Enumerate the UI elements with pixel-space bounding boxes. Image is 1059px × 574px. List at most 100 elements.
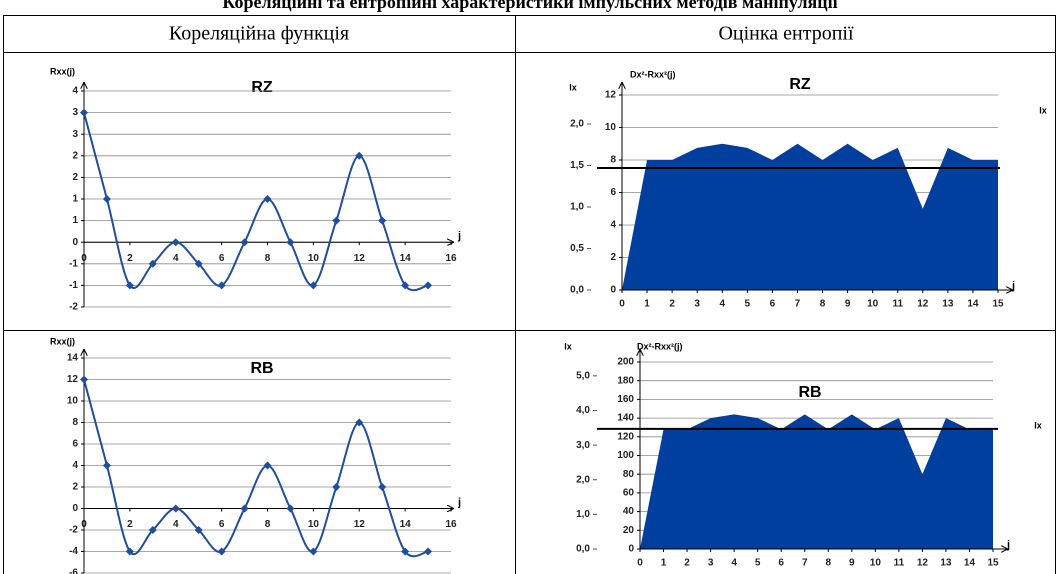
table-header: Оцінка ентропії (718, 23, 854, 45)
x-tick-label: 14 (967, 299, 979, 310)
chart: RZDx²-Rxx²(j)024681012Ix0,00,51,01,52,00… (569, 69, 1047, 309)
marker (194, 526, 203, 534)
x-axis-label: j (457, 496, 461, 508)
x-tick-label: 10 (308, 519, 320, 530)
x-tick-label: 8 (265, 253, 271, 264)
marker (171, 238, 180, 247)
y-tick-label: 180 (617, 375, 634, 386)
y2-tick-label: 5,0 (576, 370, 590, 381)
marker (240, 238, 249, 247)
chart-title: RB (250, 360, 273, 377)
x-tick-label: 12 (354, 253, 366, 264)
y-tick-label: 8 (72, 417, 78, 428)
y-tick-label: 80 (623, 469, 635, 480)
chart-title: RB (798, 384, 821, 401)
x-tick-label: 10 (870, 558, 882, 569)
y-tick-label: 1 (72, 194, 78, 205)
x-tick-label: 2 (127, 253, 133, 264)
y-tick-label: 2 (72, 172, 78, 183)
x-axis-label: j (1011, 280, 1015, 292)
x-tick-label: 2 (127, 519, 133, 530)
y-tick-label: 2 (72, 150, 78, 161)
marker (424, 547, 433, 556)
marker (194, 259, 203, 268)
y-tick-label: 120 (617, 431, 634, 442)
marker (217, 281, 226, 290)
y-tick-label: -1 (69, 258, 78, 269)
x-tick-label: 4 (731, 558, 737, 569)
marker (80, 375, 88, 384)
marker (378, 216, 387, 225)
table-header: Кореляційна функція (169, 23, 349, 45)
y-tick-label: 1 (72, 215, 78, 226)
x-tick-label: 16 (445, 253, 457, 264)
y2-tick-label: 3,0 (576, 440, 590, 451)
marker (102, 195, 111, 203)
x-tick-label: 14 (400, 519, 412, 530)
chart-title: RZ (789, 76, 811, 93)
x-tick-label: 8 (265, 519, 271, 530)
y-tick-label: 0 (72, 237, 78, 248)
y-axis-label: Rxx(j) (50, 336, 75, 346)
marker (148, 526, 157, 534)
x-tick-label: 4 (173, 519, 179, 530)
x-tick-label: 6 (778, 558, 784, 569)
table-borders (3, 15, 1056, 574)
y-tick-label: 140 (617, 413, 634, 424)
y-tick-label: 10 (67, 396, 79, 407)
marker (332, 216, 341, 225)
x-tick-label: 0 (637, 558, 643, 569)
x-tick-label: 8 (820, 299, 826, 310)
y-tick-label: 4 (72, 86, 78, 97)
x-tick-label: 5 (755, 558, 761, 569)
x-tick-label: 8 (825, 558, 831, 569)
x-tick-label: 3 (694, 299, 700, 310)
x-tick-label: 9 (845, 299, 851, 310)
marker (125, 281, 134, 290)
x-axis-label: j (457, 230, 461, 242)
y-tick-label: 14 (67, 353, 79, 364)
y2-tick-label: 2,0 (570, 119, 584, 130)
y2-tick-label: 1,0 (576, 509, 590, 520)
x-tick-label: 7 (802, 558, 808, 569)
y-tick-label: 0 (610, 285, 616, 296)
marker (240, 504, 249, 513)
y-tick-label: 12 (67, 374, 79, 385)
x-tick-label: 2 (669, 299, 675, 310)
x-tick-label: 7 (795, 299, 801, 310)
y-tick-label: 20 (623, 525, 635, 536)
y-tick-label: 40 (623, 506, 635, 517)
y-tick-label: -2 (69, 302, 78, 313)
y-tick-label: -6 (69, 568, 78, 574)
y-tick-label: 2 (610, 252, 616, 263)
chart-title: RZ (251, 79, 273, 96)
marker (401, 547, 410, 556)
x-tick-label: 6 (219, 519, 225, 530)
marker (217, 547, 226, 556)
area (640, 414, 993, 549)
y2-axis-label: Ix (564, 341, 572, 351)
marker (309, 547, 318, 556)
marker (286, 238, 295, 247)
reference-label: Ix (1034, 420, 1042, 430)
x-tick-label: 1 (661, 558, 667, 569)
x-tick-label: 6 (770, 299, 776, 310)
x-tick-label: 1 (644, 299, 650, 310)
marker (355, 151, 364, 160)
y2-tick-label: 2,0 (576, 474, 590, 485)
x-tick-label: 12 (917, 558, 929, 569)
y-tick-label: 6 (72, 439, 78, 450)
marker (355, 418, 364, 427)
marker (332, 483, 341, 491)
y-tick-label: 3 (72, 107, 78, 118)
y-tick-label: 6 (610, 187, 616, 198)
x-tick-label: 12 (354, 519, 366, 530)
y-axis-label: Dx²-Rxx²(j) (637, 341, 683, 351)
y2-tick-label: 0,0 (570, 285, 584, 296)
y-tick-label: -2 (69, 525, 78, 536)
y-tick-label: 3 (72, 129, 78, 140)
line (83, 112, 429, 292)
marker (80, 108, 88, 117)
x-tick-label: 14 (400, 253, 412, 264)
